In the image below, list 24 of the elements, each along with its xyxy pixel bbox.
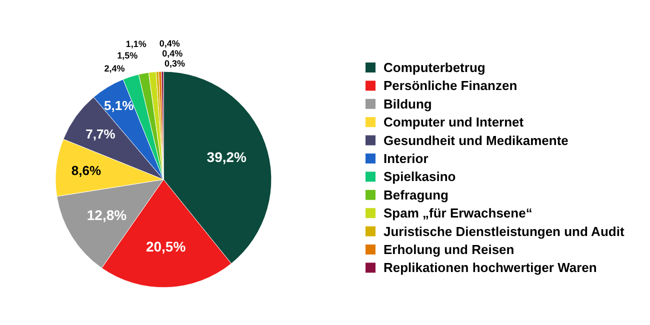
data-label: 2,4% (104, 64, 125, 74)
data-label: 1,5% (117, 50, 138, 60)
legend-label: Erholung und Reisen (384, 242, 514, 257)
data-label: 5,1% (104, 98, 134, 114)
data-label: 0,4% (162, 48, 183, 59)
legend-label: Juristische Dienstleistungen und Audit (384, 224, 625, 239)
legend-label: Computer und Internet (384, 114, 524, 130)
legend-label: Gesundheit und Medikamente (384, 132, 568, 148)
legend-label: Persönliche Finanzen (384, 78, 518, 94)
data-label: 1,1% (126, 39, 146, 50)
data-label: 0,3% (164, 58, 185, 69)
legend-label: Computerbetrug (384, 60, 486, 75)
legend-label: Bildung (384, 96, 432, 112)
data-label: 8,6% (71, 163, 102, 178)
data-label: 0,4% (159, 38, 180, 49)
data-label: 20,5% (146, 238, 186, 254)
legend-label: Spielkasino (384, 169, 456, 184)
legend-label: Spam „für Erwachsene“ (384, 206, 532, 221)
legend-label: Interior (384, 151, 428, 166)
data-label: 39,2% (206, 149, 248, 166)
data-label: 12,8% (86, 207, 128, 224)
legend-label: Replikationen hochwertiger Waren (384, 260, 597, 276)
data-label: 7,7% (86, 126, 116, 142)
legend-label: Befragung (384, 187, 449, 202)
